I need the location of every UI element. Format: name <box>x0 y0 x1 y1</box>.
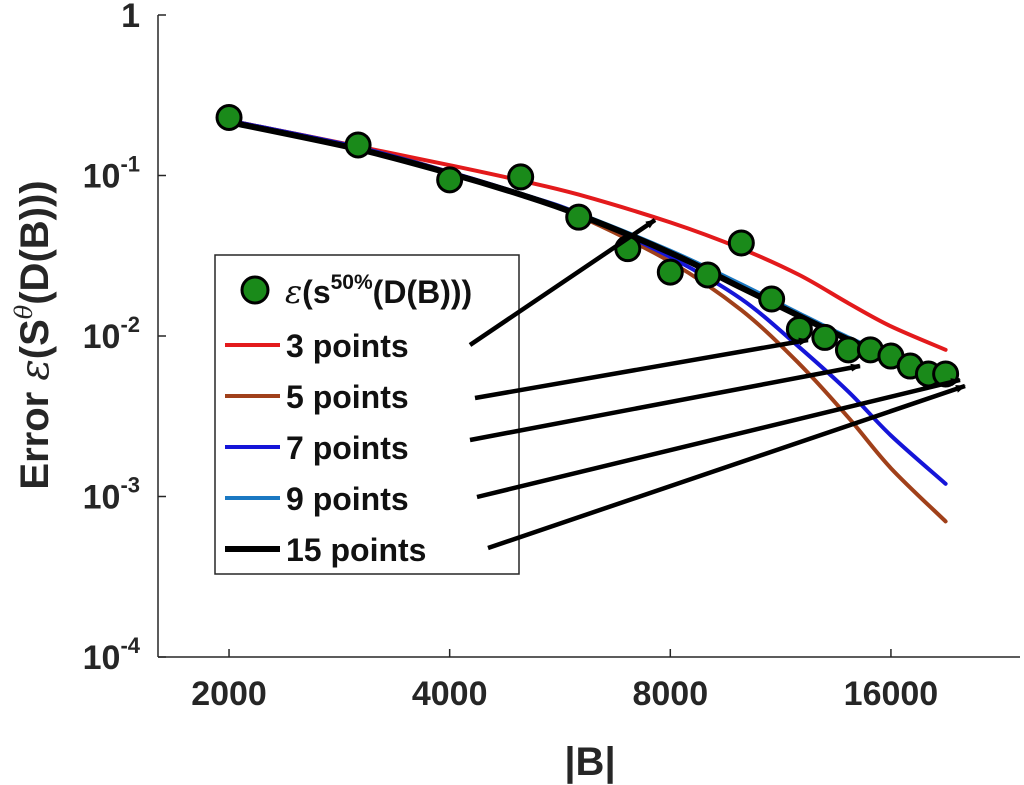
legend-label-15-points: 15 points <box>286 532 426 568</box>
x-ticks: 2000 4000 8000 16000 <box>191 649 938 713</box>
y-tick-exponent: -1 <box>120 152 140 177</box>
y-ticks: 110-110-210-310-4 <box>83 0 166 677</box>
x-tick-label: 2000 <box>191 675 267 713</box>
scatter-point <box>565 203 593 231</box>
scatter-point <box>785 315 813 343</box>
legend-label-scatter: ε(s50%(D(B))) <box>285 271 472 311</box>
legend-scatter-epsilon: ε <box>285 273 302 311</box>
arrow-7-points <box>469 363 861 443</box>
legend-label-3-points: 3 points <box>286 328 409 364</box>
y-tick-exponent: -3 <box>120 473 140 498</box>
scatter-points <box>215 103 960 388</box>
legend-label-5-points: 5 points <box>286 379 409 415</box>
y-tick-base: 1 <box>121 0 140 35</box>
arrow-15-points <box>487 383 966 551</box>
y-tick-label: 10-1 <box>83 152 140 196</box>
arrow-9-points <box>476 377 961 500</box>
legend-marker-scatter <box>240 275 270 305</box>
scatter-point <box>215 103 243 131</box>
y-tick-label: 10-4 <box>83 633 141 677</box>
y-axis-label-close: (D(B))) <box>13 180 57 304</box>
arrow-3-points <box>468 218 657 347</box>
y-tick-exponent: -4 <box>120 633 140 658</box>
legend-entries: ε(s50%(D(B))) 3 points 5 points 7 points 9 … <box>225 271 472 568</box>
y-axis-label: Error ε(Sθ(D(B))) <box>10 180 58 489</box>
legend-box <box>214 254 520 575</box>
x-axis-label: |B| <box>564 740 615 784</box>
scatter-point <box>507 163 535 191</box>
y-tick-base: 10 <box>83 479 121 517</box>
x-tick-label: 4000 <box>412 675 488 713</box>
y-tick-label: 10-3 <box>83 473 140 517</box>
y-tick-base: 10 <box>83 158 121 196</box>
x-tick-label: 8000 <box>632 675 708 713</box>
scatter-point <box>344 131 372 159</box>
legend-scatter-open: (s <box>302 274 330 310</box>
scatter-point <box>436 166 464 194</box>
scatter-point <box>694 261 722 289</box>
y-tick-base: 10 <box>83 318 121 356</box>
y-tick-exponent: -2 <box>120 312 140 337</box>
scatter-point <box>656 258 684 286</box>
legend-scatter-close: (D(B))) <box>373 274 473 310</box>
y-axis-label-epsilon: ε <box>12 359 58 380</box>
legend-label-9-points: 9 points <box>286 481 409 517</box>
y-tick-base: 10 <box>83 639 121 677</box>
y-tick-label: 10-2 <box>83 312 140 356</box>
scatter-point <box>727 229 755 257</box>
scatter-point <box>758 285 786 313</box>
scatter-point <box>834 336 862 364</box>
y-axis-label-sup: θ <box>10 304 38 319</box>
y-axis-label-open: (S <box>13 319 57 359</box>
scatter-point <box>811 323 839 351</box>
series-line-3-points <box>227 118 948 352</box>
x-tick-label: 16000 <box>844 675 939 713</box>
annotation-arrows <box>468 218 966 551</box>
y-axis-label-prefix: Error <box>13 381 57 490</box>
legend-scatter-sup: 50% <box>331 271 373 294</box>
y-tick-label: 1 <box>121 0 140 35</box>
legend-label-7-points: 7 points <box>286 430 409 466</box>
arrow-5-points <box>474 337 809 401</box>
